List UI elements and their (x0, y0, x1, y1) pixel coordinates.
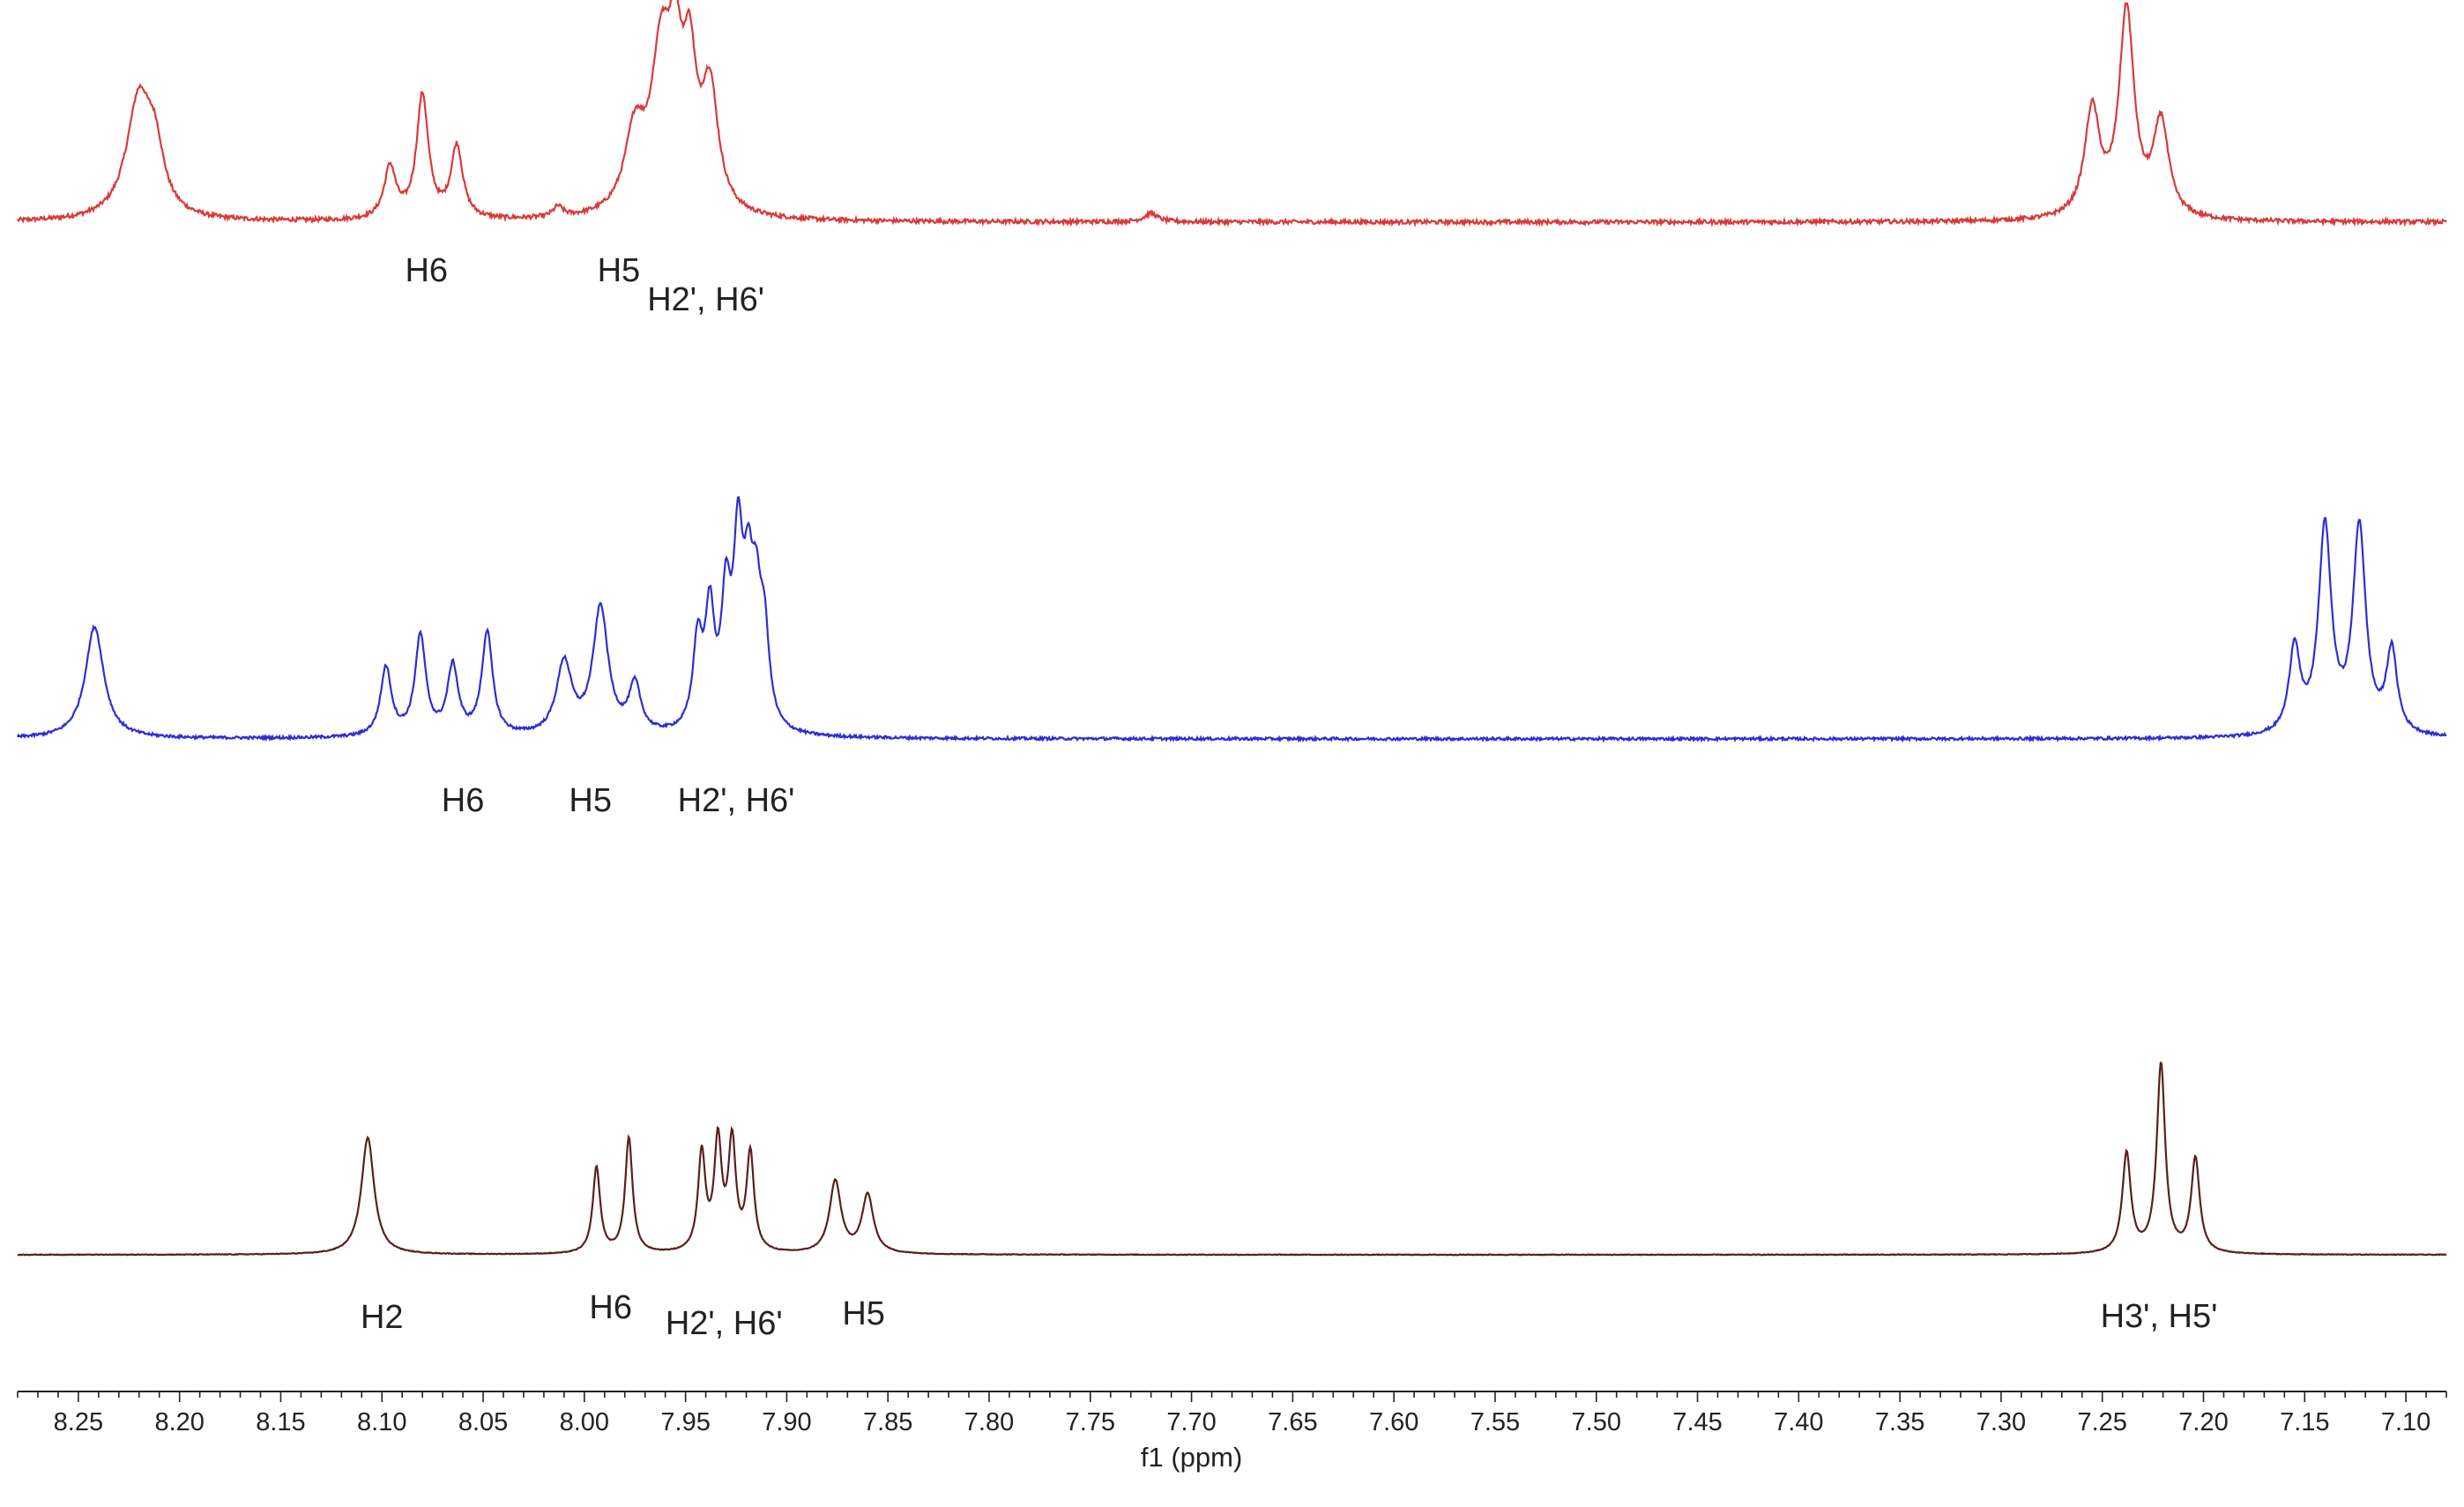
x-tick-label: 7.65 (1268, 1408, 1317, 1436)
x-tick-label: 8.20 (154, 1408, 204, 1436)
spectrum-trace-1 (17, 0, 2447, 228)
x-tick-label: 8.25 (54, 1408, 103, 1436)
x-tick-label: 7.85 (863, 1408, 912, 1436)
x-tick-label: 8.15 (256, 1408, 305, 1436)
peak-label: H2', H6' (647, 281, 764, 318)
x-tick-label: 7.50 (1572, 1408, 1621, 1436)
peak-label: H5 (598, 252, 641, 289)
x-tick-label: 7.90 (762, 1408, 811, 1436)
peak-label: H6 (442, 782, 485, 819)
peak-label: H6 (405, 252, 448, 289)
x-tick-label: 7.55 (1470, 1408, 1520, 1436)
x-tick-label: 8.00 (560, 1408, 609, 1436)
x-tick-label: 7.70 (1166, 1408, 1216, 1436)
x-tick-label: 7.30 (1976, 1408, 2026, 1436)
x-tick-label: 7.15 (2280, 1408, 2329, 1436)
peak-label: H2 (361, 1299, 404, 1336)
x-tick-label: 7.60 (1369, 1408, 1418, 1436)
x-tick-label: 7.75 (1066, 1408, 1115, 1436)
x-axis: 8.25 8.20 8.15 8.10 8.05 8.00 7.95 7.90 7.85 7.80… (17, 1391, 2447, 1473)
x-tick-label: 7.95 (660, 1408, 710, 1436)
spectrum-trace-2 (17, 496, 2447, 743)
x-tick-label: 7.40 (1774, 1408, 1823, 1436)
peak-label: H2', H6' (666, 1305, 783, 1342)
x-axis-title: f1 (ppm) (1141, 1442, 1242, 1473)
x-tick-label: 8.10 (357, 1408, 406, 1436)
peak-label: H3', H5' (2101, 1298, 2218, 1335)
x-tick-label: 7.80 (964, 1408, 1014, 1436)
spectra-traces (17, 0, 2447, 1257)
peak-label: H6 (589, 1289, 632, 1326)
x-tick-label: 8.05 (458, 1408, 508, 1436)
x-tick-label: 7.35 (1875, 1408, 1924, 1436)
x-axis-ticks: 8.25 8.20 8.15 8.10 8.05 8.00 7.95 7.90 7.85 7.80… (17, 1391, 2447, 1436)
x-tick-label: 7.20 (2178, 1408, 2228, 1436)
x-tick-label: 7.45 (1672, 1408, 1722, 1436)
x-tick-label: 7.10 (2381, 1408, 2431, 1436)
peak-label: H5 (569, 782, 612, 819)
x-tick-label: 7.25 (2077, 1408, 2126, 1436)
peak-label: H5 (842, 1295, 885, 1332)
peak-label: H2', H6' (678, 782, 795, 819)
spectrum-trace-3 (17, 1062, 2447, 1257)
